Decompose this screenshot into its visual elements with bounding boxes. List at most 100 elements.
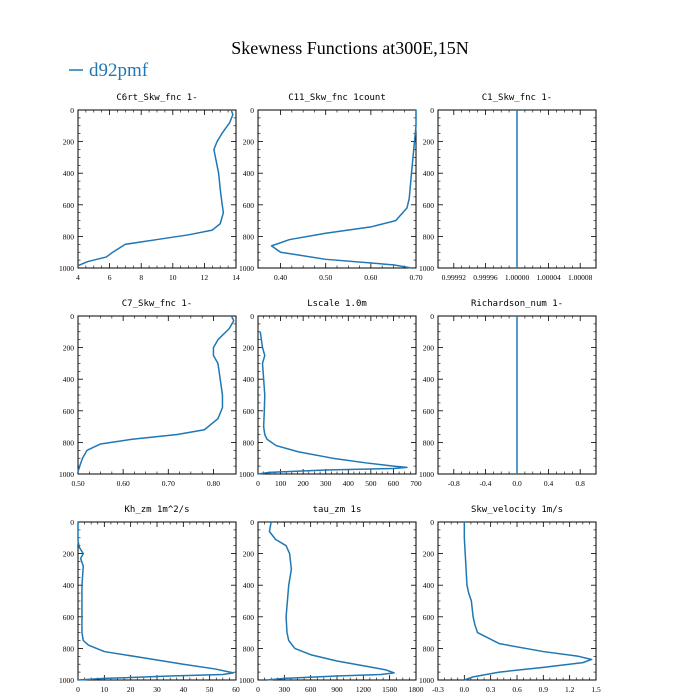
series-line (463, 522, 593, 681)
x-tick-label: 100 (275, 479, 287, 488)
y-tick-label: 400 (243, 169, 255, 178)
y-tick-label: 600 (243, 201, 255, 210)
x-tick-label: 0.9 (539, 685, 549, 694)
subplot-title: C11_Skw_fnc 1count (288, 93, 386, 103)
y-tick-label: 0 (430, 518, 434, 527)
subplot-title: Kh_zm 1m^2/s (124, 505, 189, 515)
x-tick-label: 0 (76, 685, 80, 694)
subplot-title: Skw_velocity 1m/s (471, 505, 563, 515)
y-tick-label: 1000 (419, 264, 434, 273)
y-tick-label: 0 (250, 312, 254, 321)
y-tick-label: 0 (250, 518, 254, 527)
y-tick-label: 400 (63, 581, 75, 590)
x-tick-label: 20 (127, 685, 135, 694)
y-tick-label: 600 (243, 407, 255, 416)
y-tick-label: 1000 (419, 676, 434, 685)
subplot-title: C1_Skw_fnc 1- (482, 93, 552, 103)
y-tick-label: 600 (423, 613, 435, 622)
x-tick-label: 40 (180, 685, 188, 694)
x-tick-label: 0.70 (162, 479, 175, 488)
x-tick-label: 1.00008 (568, 273, 593, 282)
subplot: C7_Skw_fnc 1- 0.50 0.60 0.70 0.80 0 200 400 600 8… (59, 299, 237, 488)
x-tick-label: 1.5 (591, 685, 601, 694)
x-tick-label: 10 (101, 685, 109, 694)
y-tick-label: 400 (243, 375, 255, 384)
y-tick-label: 0 (430, 106, 434, 115)
plot-frame (257, 109, 417, 269)
y-tick-label: 1000 (59, 676, 74, 685)
x-tick-label: 0 (256, 685, 260, 694)
x-tick-label: 1500 (382, 685, 397, 694)
x-tick-label: 50 (206, 685, 214, 694)
x-tick-label: -0.4 (479, 479, 491, 488)
y-tick-label: 800 (423, 644, 435, 653)
y-tick-label: 200 (243, 344, 255, 353)
subplot: Lscale 1.0m 0 100 200 300 400 500 600 700 0 200 400… (239, 299, 422, 488)
x-tick-label: 6 (108, 273, 112, 282)
x-tick-label: -0.3 (432, 685, 444, 694)
y-tick-label: 600 (423, 407, 435, 416)
x-tick-label: 600 (388, 479, 400, 488)
x-tick-label: 4 (76, 273, 80, 282)
y-tick-label: 600 (63, 201, 75, 210)
series-line (266, 521, 395, 681)
y-tick-label: 400 (423, 581, 435, 590)
y-tick-label: 600 (63, 613, 75, 622)
y-tick-label: 600 (423, 201, 435, 210)
y-tick-label: 0 (70, 518, 74, 527)
figure-title: Skewness Functions at300E,15N (231, 38, 469, 58)
y-tick-label: 400 (423, 169, 435, 178)
subplot: tau_zm 1s 0 300 600 900 1200 1500 1800 0 200 400 60… (239, 505, 424, 694)
y-tick-label: 400 (243, 581, 255, 590)
x-tick-label: 1.00000 (505, 273, 530, 282)
y-tick-label: 1000 (59, 470, 74, 479)
y-tick-label: 600 (243, 613, 255, 622)
series-line (77, 109, 234, 267)
y-tick-label: 200 (243, 550, 255, 559)
y-tick-label: 400 (63, 169, 75, 178)
x-tick-label: 0.80 (207, 479, 220, 488)
subplot-grid: C6rt_Skw_fnc 1-4 6 8 10 12 140200400600800100… (59, 93, 601, 694)
x-tick-label: 1200 (356, 685, 371, 694)
x-tick-label: 30 (153, 685, 161, 694)
y-tick-label: 200 (63, 344, 75, 353)
subplot-title: Lscale 1.0m (307, 299, 367, 309)
x-tick-label: 8 (139, 273, 143, 282)
series-line (257, 331, 408, 475)
x-tick-label: 0.50 (319, 273, 332, 282)
x-tick-label: 1800 (409, 685, 424, 694)
y-tick-label: 400 (63, 375, 75, 384)
subplot: C1_Skw_fnc 1- 0.99992 0.99996 1.00000 1.0000… (419, 93, 597, 282)
y-tick-label: 800 (63, 438, 75, 447)
y-tick-label: 200 (423, 138, 435, 147)
y-tick-label: 0 (70, 312, 74, 321)
x-tick-label: 60 (232, 685, 240, 694)
series-line (77, 522, 235, 681)
x-tick-label: 500 (365, 479, 377, 488)
x-tick-label: -0.8 (448, 479, 460, 488)
subplot-title: C6rt_Skw_fnc 1- (116, 93, 197, 103)
subplot: C11_Skw_fnc 1count 0.40 0.50 0.60 0.70 0 200 40… (239, 93, 423, 282)
y-tick-label: 200 (243, 138, 255, 147)
y-tick-label: 400 (423, 375, 435, 384)
y-tick-label: 200 (63, 138, 75, 147)
x-tick-label: 300 (320, 479, 332, 488)
x-tick-label: 0.50 (71, 479, 84, 488)
subplot: Kh_zm 1m^2/s0 10 20 30 40 50 60020040060080010… (59, 505, 240, 694)
y-tick-label: 1000 (59, 264, 74, 273)
x-tick-label: 300 (279, 685, 291, 694)
x-tick-label: 200 (298, 479, 310, 488)
y-tick-label: 0 (430, 312, 434, 321)
x-tick-label: 0.40 (274, 273, 287, 282)
y-tick-label: 200 (63, 550, 75, 559)
x-tick-label: 0.3 (486, 685, 496, 694)
y-tick-label: 800 (243, 644, 255, 653)
subplot: Richardson_num 1- -0.8 -0.4 0.0 0.4 0.8 0 200 40… (419, 299, 597, 488)
x-tick-label: 0.0 (512, 479, 522, 488)
x-tick-label: 0.70 (409, 273, 422, 282)
subplot-title: tau_zm 1s (313, 505, 362, 515)
y-tick-label: 1000 (419, 470, 434, 479)
series-line (77, 315, 235, 472)
x-tick-label: 0.99992 (442, 273, 467, 282)
